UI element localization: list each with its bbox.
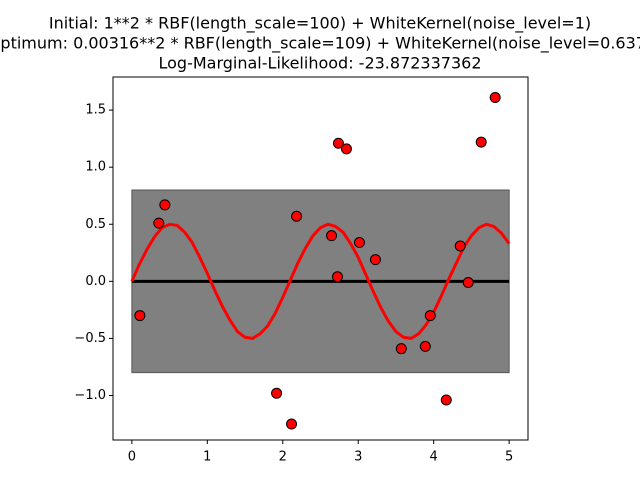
y-tick-label: 1.0 [85,160,106,175]
data-point [331,271,343,283]
x-tick-label: 5 [505,450,513,465]
data-point [332,137,344,149]
data-point [286,418,298,430]
y-tick-label: −1.0 [74,388,106,403]
data-point [353,237,365,249]
y-tick-label: −0.5 [74,331,106,346]
data-point [271,387,283,399]
data-point [419,340,431,352]
data-point [454,240,466,252]
data-point [134,310,146,322]
data-point [369,254,381,266]
chart-title: Initial: 1**2 * RBF(length_scale=100) + … [49,14,591,34]
y-tick-label: 0.0 [85,274,106,289]
true-function-line [130,222,511,340]
chart-title: Log-Marginal-Likelihood: -23.872337362 [159,54,482,73]
y-tick-label: 0.5 [85,217,106,232]
data-point [424,310,436,322]
x-tick-label: 4 [430,450,438,465]
data-point [489,92,501,104]
y-tick-label: 1.5 [85,103,106,118]
data-point [395,343,407,355]
data-point [159,199,171,211]
x-tick-label: 2 [279,450,287,465]
data-point [291,210,303,222]
data-point [153,217,165,229]
data-point [462,276,474,288]
data-point [326,230,338,242]
chart-title: Optimum: 0.00316**2 * RBF(length_scale=1… [0,34,640,54]
data-point [440,394,452,406]
data-point [475,136,487,148]
x-tick-label: 0 [128,450,136,465]
x-tick-label: 1 [203,450,211,465]
axes-frame [112,76,529,441]
data-point [340,143,352,155]
x-tick-label: 3 [354,450,362,465]
